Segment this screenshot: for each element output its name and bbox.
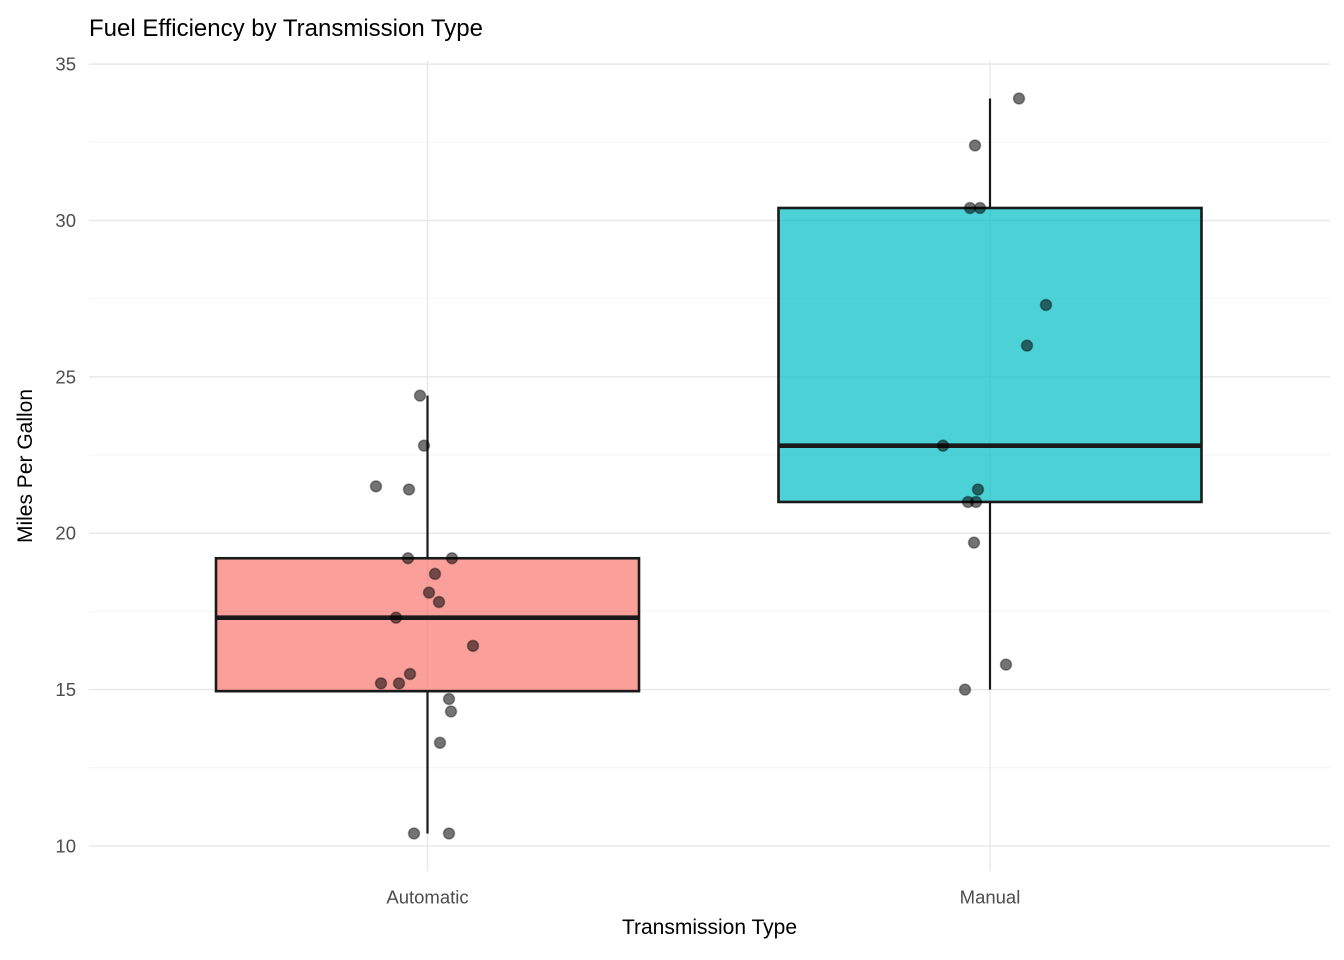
y-tick-label: 20 <box>55 523 76 544</box>
x-tick-label-manual: Manual <box>960 887 1021 908</box>
jitter-point-manual <box>971 483 985 496</box>
box-manual <box>777 206 1203 504</box>
y-tick-label: 10 <box>55 835 76 856</box>
jitter-point-automatic <box>403 667 417 681</box>
jitter-point-automatic <box>466 639 480 653</box>
jitter-point-automatic <box>433 736 447 750</box>
jitter-point-automatic <box>428 567 442 581</box>
jitter-point-automatic <box>402 483 416 496</box>
jitter-point-automatic <box>442 692 456 706</box>
x-tick-label-automatic: Automatic <box>386 887 468 908</box>
jitter-point-automatic <box>392 677 406 690</box>
jitter-point-automatic <box>432 595 446 609</box>
jitter-point-manual <box>1012 92 1026 105</box>
jitter-point-manual <box>969 495 983 509</box>
jitter-point-automatic <box>389 611 403 624</box>
chart-title: Fuel Efficiency by Transmission Type <box>89 15 483 42</box>
jitter-point-automatic <box>445 552 459 565</box>
jitter-point-manual <box>973 201 987 215</box>
y-tick-label: 35 <box>55 54 76 75</box>
jitter-point-automatic <box>444 705 458 718</box>
jitter-point-automatic <box>442 827 456 840</box>
jitter-point-manual <box>967 536 981 549</box>
y-axis-title: Miles Per Gallon <box>14 388 37 544</box>
jitter-point-manual <box>958 683 972 696</box>
jitter-point-manual <box>1020 339 1034 352</box>
box-automatic <box>214 556 641 693</box>
jitter-point-automatic <box>407 827 421 840</box>
x-axis-title: Transmission Type <box>621 916 798 939</box>
jitter-point-manual <box>936 439 950 452</box>
jitter-point-manual <box>968 139 982 152</box>
jitter-point-automatic <box>422 586 436 599</box>
jitter-point-manual <box>999 658 1013 671</box>
jitter-point-automatic <box>401 552 415 565</box>
jitter-point-manual <box>1039 298 1053 312</box>
y-tick-label: 25 <box>55 366 76 387</box>
y-tick-label: 30 <box>55 210 76 231</box>
jitter-point-automatic <box>417 439 431 452</box>
jitter-point-automatic <box>374 677 388 690</box>
jitter-point-automatic <box>413 389 427 402</box>
jitter-point-automatic <box>369 480 383 493</box>
y-tick-label: 15 <box>55 679 76 700</box>
